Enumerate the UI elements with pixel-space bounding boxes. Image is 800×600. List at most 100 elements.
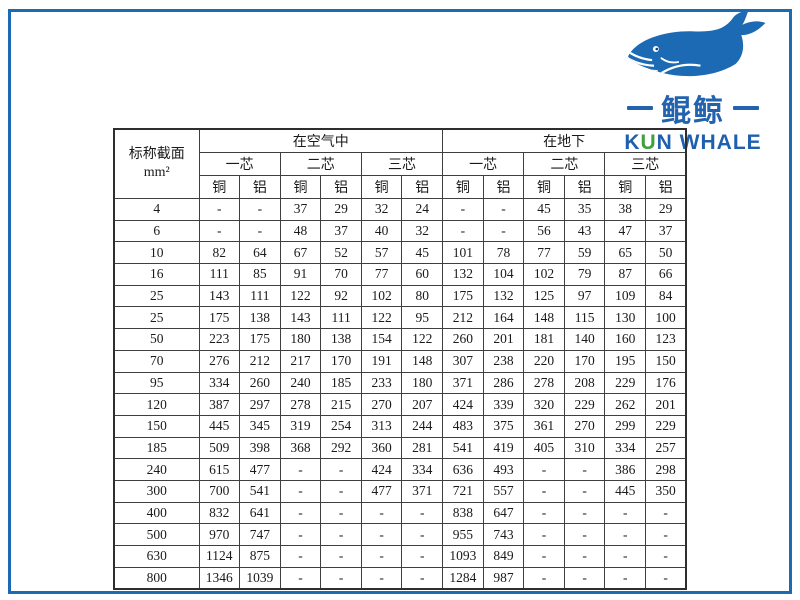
material-header: 铝 [239,175,281,199]
value-cell: 838 [442,501,484,525]
value-cell: 371 [401,479,444,503]
value-cell: 636 [442,458,484,481]
value-cell: 56 [523,219,565,243]
value-cell: - [563,501,606,525]
value-cell: 180 [401,371,444,395]
value-cell: 721 [442,479,484,503]
value-cell: - [360,566,403,590]
material-header: 铜 [523,175,565,199]
value-cell: 181 [523,328,565,351]
header-row-materials: 铜 铝 铜 铝 铜 铝 铜 铝 铜 铝 铜 铝 [114,175,687,199]
value-cell: - [482,198,525,221]
table-row: 25 143 111 122 92 102 80 175 132 125 97 109 84 [113,284,687,308]
value-cell: 386 [604,458,647,481]
material-header: 铜 [198,175,241,199]
value-cell: 424 [360,458,403,481]
value-cell: 334 [401,458,444,481]
value-cell: 1346 [198,566,241,590]
value-cell: 281 [401,436,444,460]
value-cell: 35 [563,198,606,221]
value-cell: 70 [320,263,362,286]
table-row: 10 82 64 67 52 57 45 101 78 77 59 65 50 [113,241,687,265]
value-cell: - [563,566,606,590]
value-cell: 313 [360,414,403,438]
value-cell: 223 [198,328,241,351]
value-cell: 215 [320,393,362,416]
value-cell: - [442,198,484,221]
value-cell: - [320,566,362,590]
brand-dash-left [627,106,653,110]
table-row: 16 111 85 91 70 77 60 132 104 102 79 87 66 [113,263,687,286]
value-cell: 387 [198,393,241,416]
value-cell: 37 [320,219,362,243]
section-cell: 4 [113,198,200,221]
value-cell: 95 [401,306,444,330]
value-cell: 477 [360,479,403,503]
value-cell: - [198,198,241,221]
value-cell: - [360,501,403,525]
value-cell: - [401,501,444,525]
value-cell: - [523,523,565,546]
value-cell: - [482,219,525,243]
value-cell: 122 [360,306,403,330]
value-cell: 43 [563,219,606,243]
value-cell: 615 [198,458,241,481]
value-cell: 201 [645,393,687,416]
value-cell: 350 [645,479,687,503]
value-cell: 47 [604,219,647,243]
value-cell: 143 [198,284,241,308]
value-cell: 270 [360,393,403,416]
value-cell: - [645,545,687,568]
value-cell: - [604,501,647,525]
value-cell: 419 [482,436,525,460]
value-cell: 122 [279,284,322,308]
value-cell: 80 [401,284,444,308]
material-header: 铝 [482,175,525,199]
value-cell: 125 [523,284,565,308]
group-header-in-air: 在空气中 [198,128,444,153]
value-cell: 477 [239,458,281,481]
value-cell: 84 [645,284,687,308]
value-cell: 276 [198,349,241,373]
value-cell: 747 [239,523,281,546]
value-cell: 207 [401,393,444,416]
section-cell: 400 [113,501,200,525]
value-cell: 123 [645,328,687,351]
value-cell: 78 [482,241,525,265]
section-cell: 630 [113,545,200,568]
section-cell: 500 [113,523,200,546]
core-header: 二芯 [279,152,362,176]
value-cell: 64 [239,241,281,265]
group-header-underground: 在地下 [442,128,687,153]
material-header: 铜 [442,175,484,199]
table-row: 4- -37 29 32 24- -45 35 38 29 [113,198,687,221]
value-cell: - [523,458,565,481]
section-cell: 120 [113,393,200,416]
value-cell: 1284 [442,566,484,590]
value-cell: 148 [401,349,444,373]
value-cell: - [563,479,606,503]
value-cell: 175 [442,284,484,308]
value-cell: 52 [320,241,362,265]
value-cell: 212 [239,349,281,373]
value-cell: 233 [360,371,403,395]
value-cell: 360 [360,436,403,460]
value-cell: 217 [279,349,322,373]
core-header: 一芯 [442,152,525,176]
value-cell: - [239,219,281,243]
value-cell: - [320,523,362,546]
col-header-section-line1: 标称截面 [128,146,185,162]
value-cell: 59 [563,241,606,265]
material-header: 铝 [320,175,362,199]
core-header: 三芯 [604,152,687,176]
value-cell: 91 [279,263,322,286]
value-cell: 191 [360,349,403,373]
value-cell: - [523,545,565,568]
value-cell: 345 [239,414,281,438]
value-cell: 180 [279,328,322,351]
value-cell: 132 [482,284,525,308]
value-cell: - [442,219,484,243]
value-cell: 1039 [239,566,281,590]
value-cell: - [604,523,647,546]
cable-ampacity-table: 标称截面 mm² 在空气中 在地下 一芯 二芯 三芯 一芯 二芯 三芯 铜 铝 [113,128,688,591]
